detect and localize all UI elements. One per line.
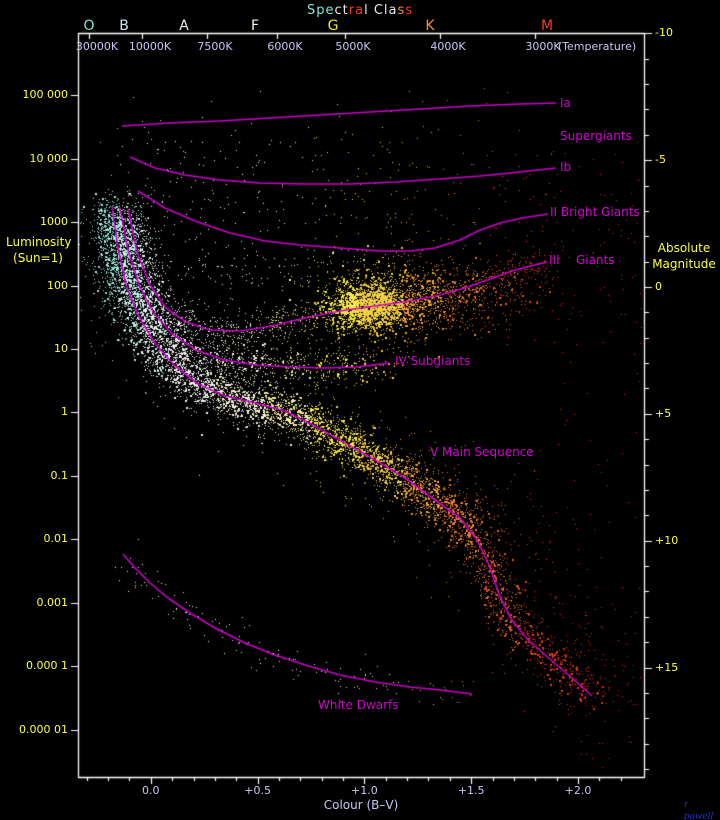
hr-scatter-canvas — [0, 0, 720, 820]
